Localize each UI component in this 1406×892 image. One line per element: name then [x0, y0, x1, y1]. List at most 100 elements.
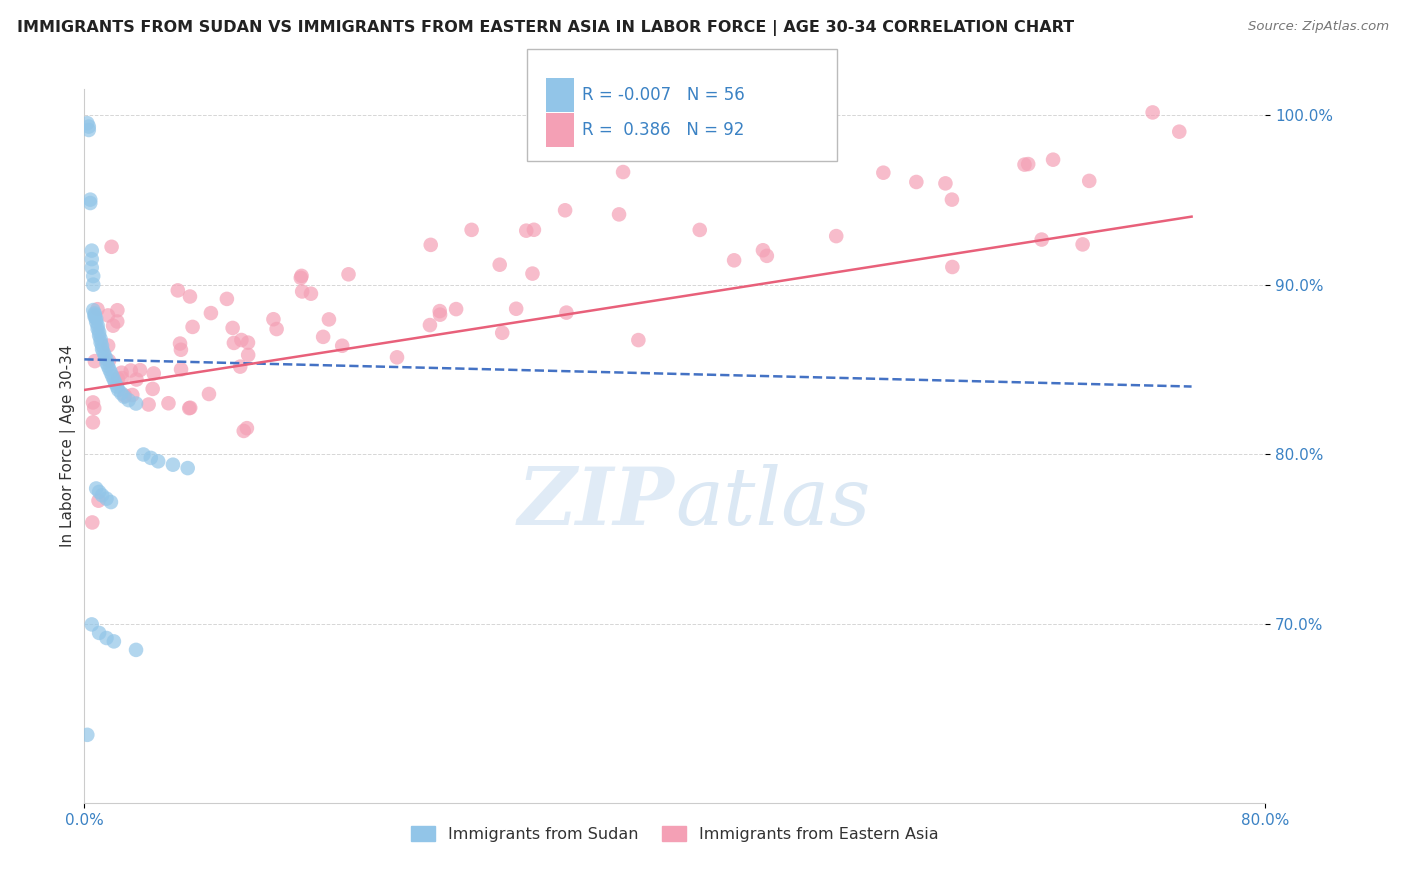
Point — [110, 386, 132, 401]
Point — [170, 362, 193, 376]
Point — [101, 369, 124, 384]
Point — [82, 416, 104, 430]
Point — [460, 223, 482, 237]
Point — [96, 631, 118, 645]
Point — [80, 252, 103, 266]
Point — [86, 322, 108, 336]
Point — [82, 277, 104, 292]
Y-axis label: In Labor Force | Age 30-34: In Labor Force | Age 30-34 — [60, 344, 76, 548]
Point — [107, 383, 129, 397]
Point — [522, 267, 544, 281]
Point — [93, 345, 115, 359]
Point — [221, 321, 243, 335]
Point — [266, 322, 288, 336]
Point — [1031, 233, 1053, 247]
Point — [105, 314, 128, 328]
Point — [94, 349, 117, 363]
Point — [385, 351, 408, 365]
Point — [169, 336, 191, 351]
Point — [262, 312, 284, 326]
Point — [87, 626, 111, 640]
Point — [612, 165, 634, 179]
Point — [96, 491, 118, 506]
Point — [905, 175, 928, 189]
Point — [229, 359, 252, 374]
Point — [142, 367, 165, 381]
Point — [1078, 174, 1101, 188]
Point — [83, 401, 105, 416]
Point — [107, 372, 129, 386]
Point — [91, 488, 114, 502]
Point — [337, 268, 360, 282]
Point — [200, 306, 222, 320]
Legend: Immigrants from Sudan, Immigrants from Eastern Asia: Immigrants from Sudan, Immigrants from E… — [405, 820, 945, 848]
Point — [80, 244, 103, 258]
Point — [330, 339, 353, 353]
Point — [90, 332, 112, 346]
Point — [177, 461, 200, 475]
Point — [1168, 125, 1191, 139]
Point — [179, 401, 201, 416]
Point — [825, 229, 848, 244]
Point — [198, 387, 221, 401]
Point — [488, 258, 510, 272]
Point — [429, 308, 451, 322]
Text: R = -0.007   N = 56: R = -0.007 N = 56 — [582, 86, 745, 103]
Point — [125, 643, 148, 657]
Point — [723, 253, 745, 268]
Point — [90, 335, 112, 350]
Point — [91, 342, 114, 356]
Point — [104, 376, 127, 391]
Point — [162, 458, 184, 472]
Point — [138, 397, 160, 411]
Point — [1017, 157, 1039, 171]
Point — [752, 244, 775, 258]
Point — [83, 354, 105, 368]
Point — [80, 617, 103, 632]
Point — [83, 310, 105, 324]
Point — [515, 224, 537, 238]
Point — [100, 240, 122, 254]
Point — [799, 129, 821, 144]
Point — [179, 289, 201, 303]
Point — [1142, 105, 1164, 120]
Point — [1042, 153, 1064, 167]
Point — [84, 311, 107, 326]
Point — [83, 308, 105, 322]
Point — [120, 363, 142, 377]
Point — [83, 306, 105, 320]
Point — [429, 304, 451, 318]
Point — [607, 207, 630, 221]
Point — [419, 318, 441, 332]
Point — [132, 448, 155, 462]
Point — [125, 372, 148, 386]
Point — [181, 319, 204, 334]
Point — [318, 312, 340, 326]
Point — [82, 269, 104, 284]
Point — [84, 482, 107, 496]
Point — [103, 634, 125, 648]
Point — [114, 388, 136, 402]
Point — [148, 454, 170, 468]
Point — [97, 359, 120, 373]
Point — [523, 223, 546, 237]
Point — [215, 292, 238, 306]
Point — [157, 396, 180, 410]
Point — [76, 728, 98, 742]
Point — [87, 328, 111, 343]
Point — [941, 260, 963, 274]
Point — [111, 371, 134, 385]
Point — [139, 450, 162, 465]
Point — [170, 343, 193, 357]
Point — [312, 330, 335, 344]
Point — [290, 268, 312, 283]
Point — [97, 338, 120, 352]
Text: IMMIGRANTS FROM SUDAN VS IMMIGRANTS FROM EASTERN ASIA IN LABOR FORCE | AGE 30-34: IMMIGRANTS FROM SUDAN VS IMMIGRANTS FROM… — [17, 20, 1074, 36]
Point — [87, 484, 111, 499]
Point — [103, 373, 125, 387]
Point — [80, 260, 103, 275]
Point — [755, 249, 778, 263]
Point — [236, 335, 259, 350]
Point — [222, 335, 245, 350]
Point — [299, 286, 322, 301]
